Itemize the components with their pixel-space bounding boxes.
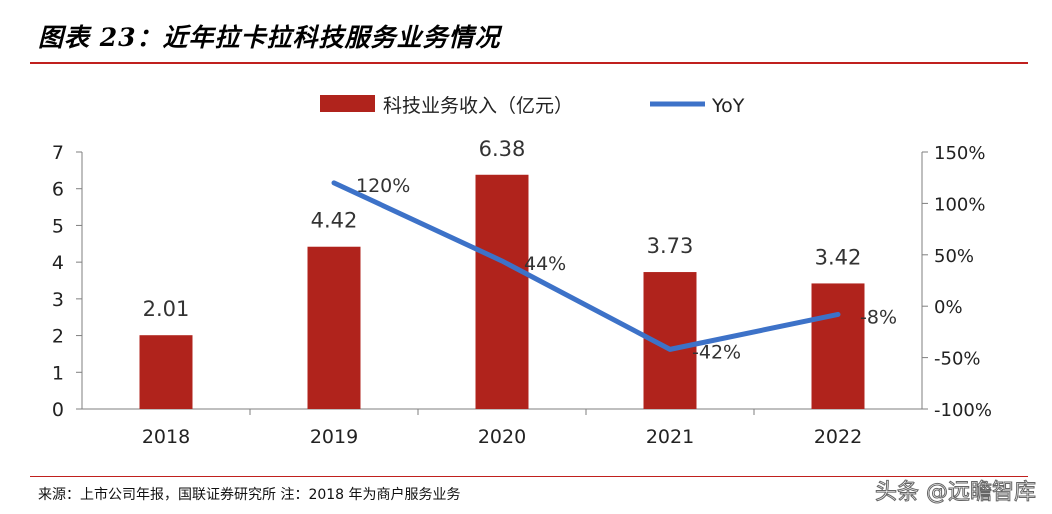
chart-title: 图表 23：近年拉卡拉科技服务业务情况 <box>38 23 501 52</box>
right-tick-label: 50% <box>934 246 974 267</box>
left-tick-label: 0 <box>52 399 64 421</box>
line-data-label: -8% <box>860 306 897 328</box>
line-data-label: -42% <box>692 341 741 363</box>
footer-divider <box>30 476 1028 477</box>
legend-line-label: YoY <box>711 95 745 117</box>
legend-bar-label: 科技业务收入（亿元） <box>383 95 573 117</box>
left-tick-label: 6 <box>52 179 64 201</box>
right-tick-label: 150% <box>934 143 985 164</box>
line-data-label: 44% <box>524 253 566 275</box>
bar <box>811 283 865 409</box>
x-tick-label: 2020 <box>478 426 526 448</box>
bar-data-label: 4.42 <box>311 209 358 233</box>
x-tick-label: 2018 <box>142 426 190 448</box>
bar-data-label: 2.01 <box>143 297 190 321</box>
left-tick-label: 4 <box>52 252 64 274</box>
bar-data-label: 6.38 <box>479 137 526 161</box>
bar-data-label: 3.42 <box>815 245 862 269</box>
watermark: 头条 @远瞻智库 <box>875 480 1037 506</box>
right-tick-label: -100% <box>934 400 992 421</box>
right-tick-label: 100% <box>934 194 985 215</box>
source-note: 来源：上市公司年报，国联证券研究所 注：2018 年为商户服务业务 <box>38 487 461 503</box>
line-data-label: 120% <box>356 175 410 197</box>
bar <box>307 246 361 409</box>
left-tick-label: 1 <box>52 362 64 384</box>
bar-data-label: 3.73 <box>647 234 694 258</box>
left-tick-label: 3 <box>52 289 64 311</box>
left-tick-label: 2 <box>52 326 64 348</box>
left-tick-label: 7 <box>52 142 64 164</box>
right-tick-label: 0% <box>934 297 963 318</box>
bar <box>139 335 193 409</box>
left-tick-label: 5 <box>52 215 64 237</box>
x-tick-label: 2021 <box>646 426 694 448</box>
x-tick-label: 2022 <box>814 426 862 448</box>
yoy-line <box>331 180 841 352</box>
title-divider <box>30 62 1028 64</box>
bar <box>475 174 529 409</box>
x-tick-label: 2019 <box>310 426 358 448</box>
right-tick-label: -50% <box>934 349 981 370</box>
legend-bar-swatch <box>320 95 375 112</box>
